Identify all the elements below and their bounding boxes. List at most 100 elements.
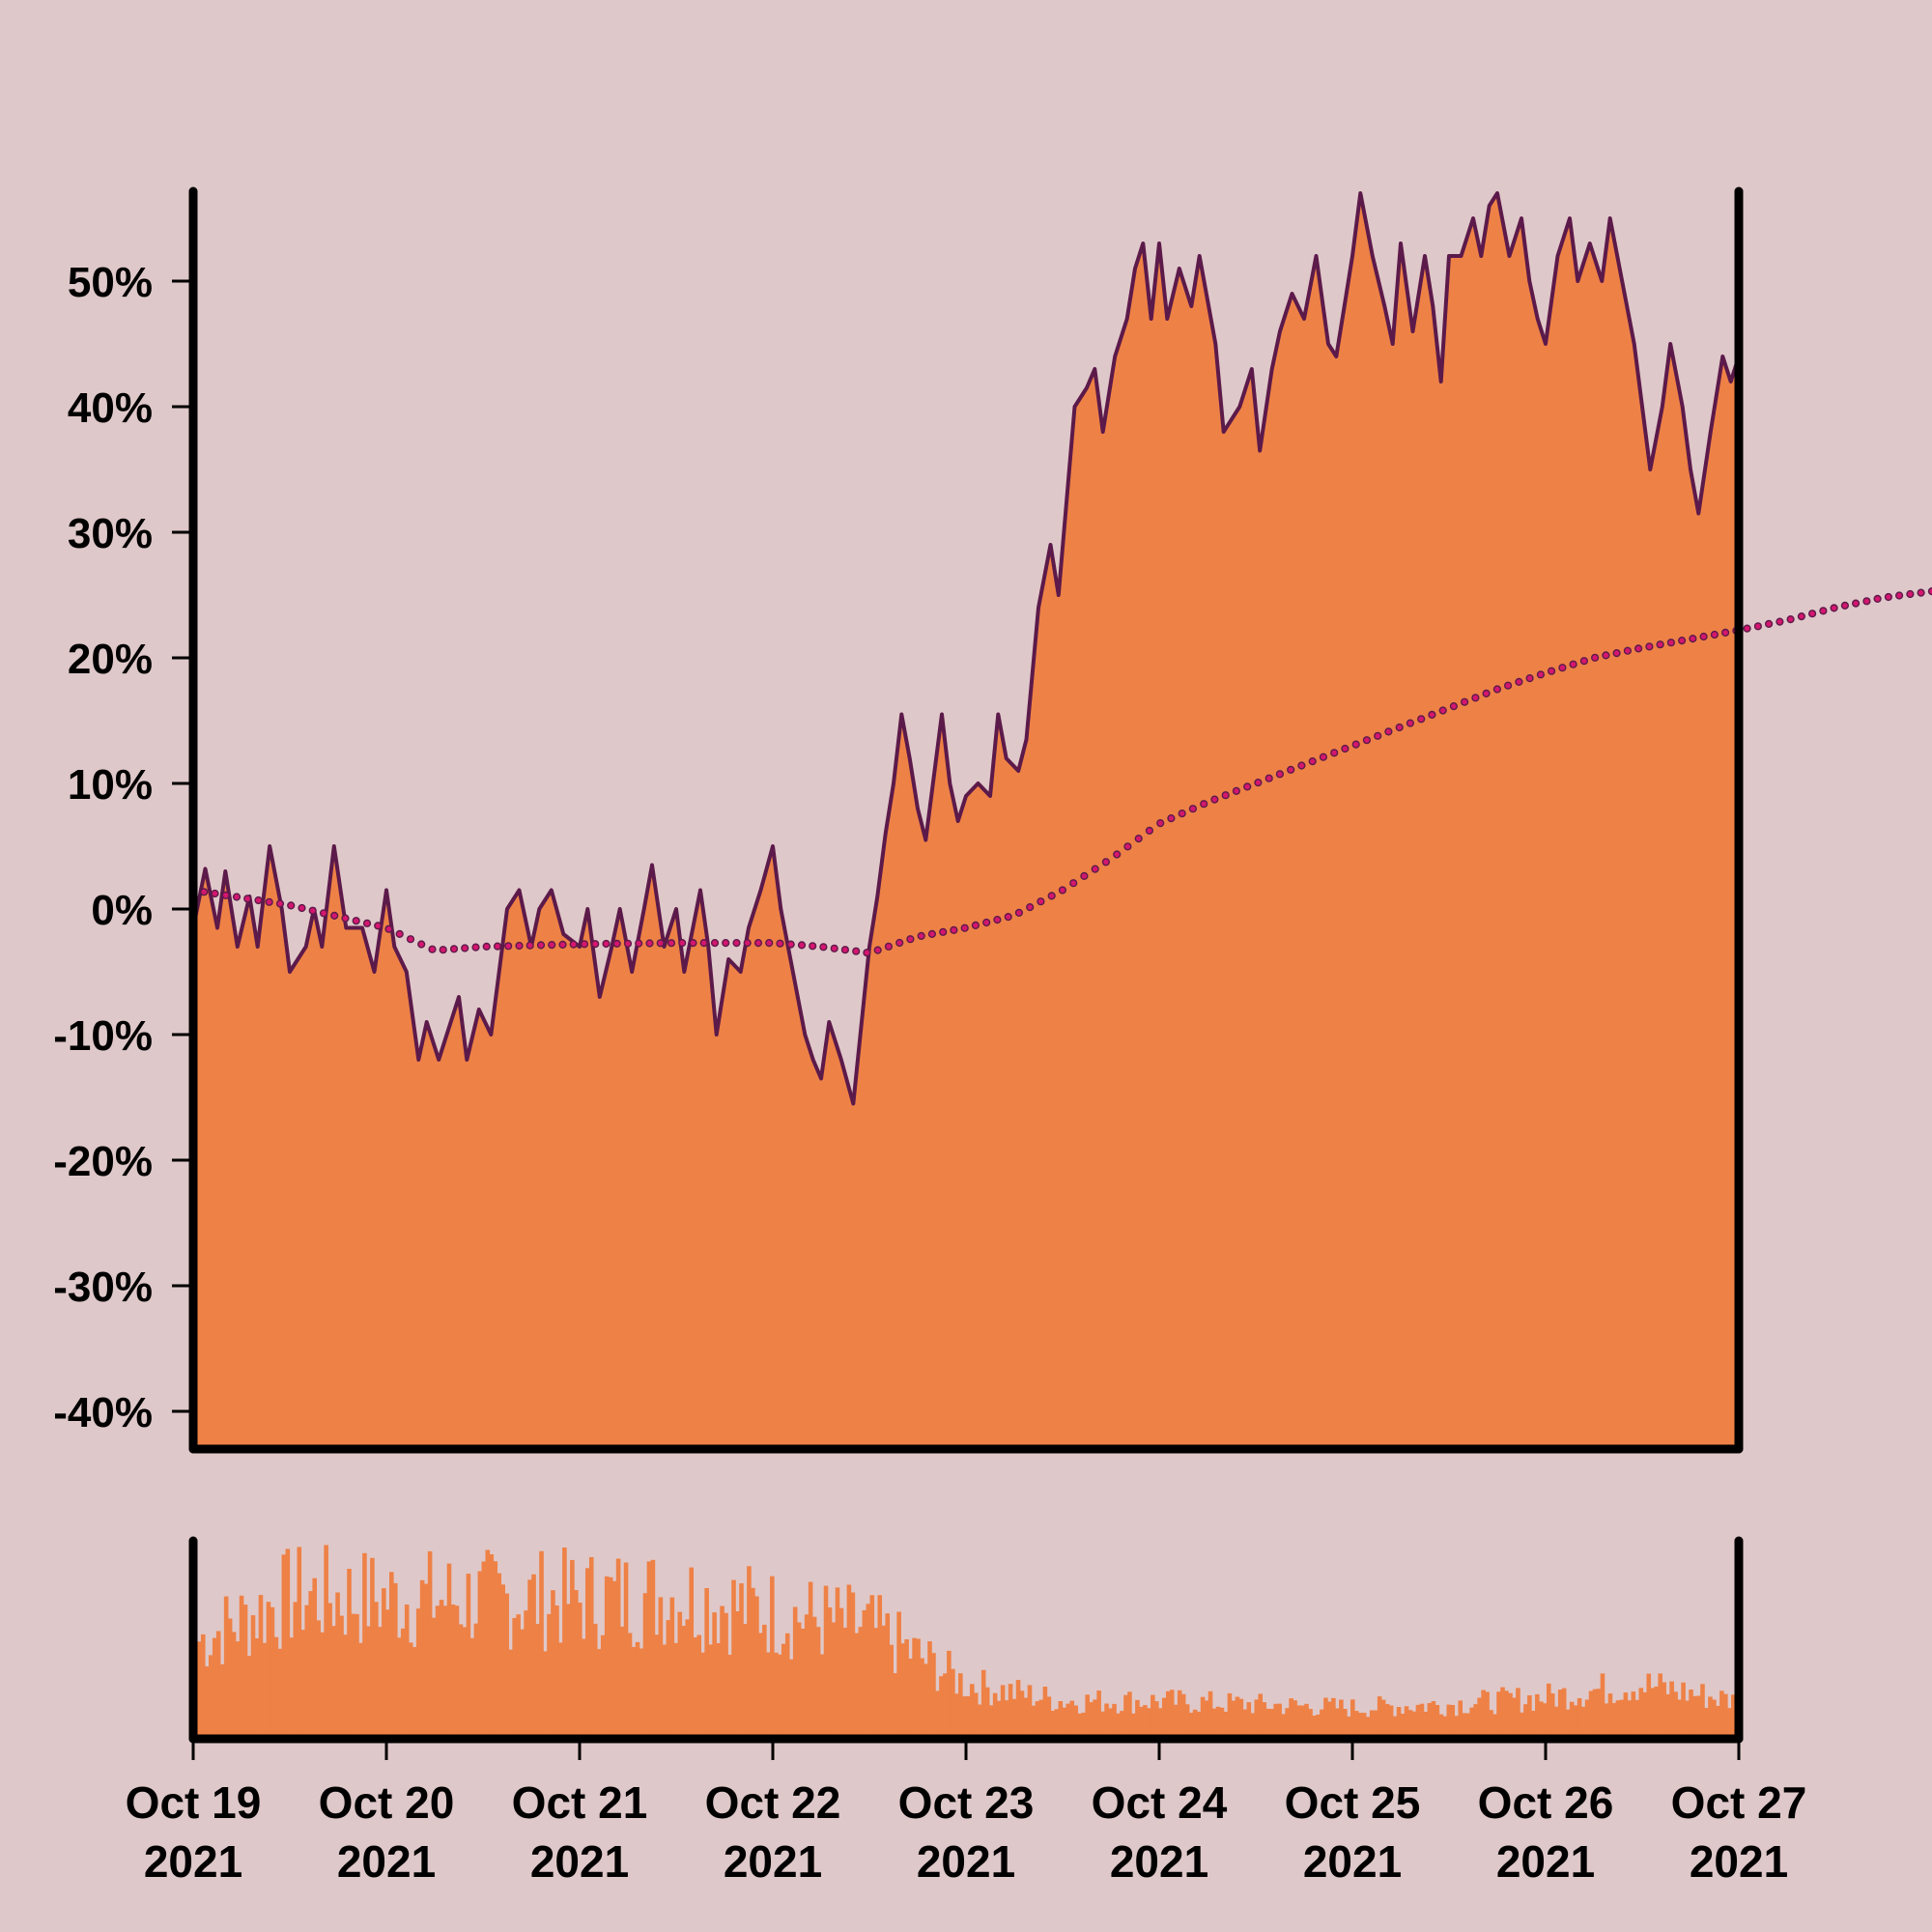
volume-bar: [1339, 1699, 1344, 1735]
volume-bar: [1254, 1699, 1260, 1735]
ma-marker: [1101, 858, 1111, 867]
volume-bar: [366, 1626, 371, 1735]
volume-bar: [693, 1637, 697, 1735]
volume-bar: [524, 1610, 528, 1735]
ma-marker: [1558, 664, 1567, 672]
volume-bar: [543, 1651, 548, 1735]
volume-bar: [1577, 1698, 1582, 1735]
volume-bar: [335, 1592, 340, 1735]
ma-marker: [1917, 588, 1925, 597]
x-tick-label-year: 2021: [530, 1836, 629, 1887]
volume-bar: [239, 1595, 244, 1735]
ma-marker: [939, 927, 948, 936]
volume-bar: [1011, 1698, 1017, 1735]
volume-bar: [1492, 1714, 1497, 1735]
volume-bar: [689, 1567, 695, 1735]
volume-bar: [419, 1579, 425, 1735]
ma-marker: [830, 944, 838, 952]
volume-bar: [935, 1690, 940, 1735]
volume-bar: [1719, 1690, 1724, 1735]
ma-marker: [1590, 653, 1600, 662]
volume-bar: [627, 1633, 633, 1735]
ma-marker: [482, 942, 491, 952]
ma-marker: [667, 939, 676, 948]
ma-marker: [1417, 715, 1426, 724]
ma-marker: [1014, 908, 1024, 918]
ma-marker: [1645, 642, 1654, 651]
volume-bar: [1285, 1708, 1290, 1735]
ma-marker: [1341, 744, 1350, 753]
volume-bar: [1027, 1685, 1033, 1735]
volume-bar: [923, 1663, 928, 1735]
ma-marker: [1210, 795, 1219, 804]
ma-marker: [1275, 770, 1285, 779]
volume-bar: [562, 1548, 567, 1735]
volume-bar: [1623, 1692, 1629, 1735]
ma-marker: [1515, 677, 1523, 687]
y-tick-label: -20%: [53, 1138, 153, 1185]
volume-bar: [1062, 1707, 1067, 1735]
volume-bar: [1731, 1694, 1736, 1735]
volume-bar: [300, 1630, 306, 1735]
volume-bar: [1646, 1673, 1652, 1735]
volume-bar: [770, 1576, 775, 1735]
volume-bar: [1161, 1697, 1167, 1735]
volume-bar: [374, 1602, 379, 1735]
volume-bar: [889, 1644, 894, 1735]
volume-bar: [343, 1634, 348, 1735]
volume-bar: [850, 1592, 856, 1735]
volume-bar: [527, 1579, 532, 1735]
volume-bar: [927, 1641, 932, 1735]
ma-marker: [1764, 619, 1774, 629]
y-tick-label: 50%: [68, 259, 153, 306]
ma-marker: [722, 938, 730, 948]
volume-bar: [1143, 1705, 1148, 1735]
volume-bar: [1423, 1712, 1429, 1735]
volume-bar: [1500, 1687, 1505, 1735]
ma-marker: [1080, 871, 1089, 881]
ma-marker: [1134, 834, 1143, 843]
volume-bar: [1665, 1693, 1670, 1735]
volume-bar: [1607, 1693, 1613, 1735]
volume-bar: [823, 1585, 829, 1735]
volume-bar: [1604, 1703, 1609, 1735]
ma-marker: [1004, 912, 1012, 922]
ma-marker: [254, 895, 263, 905]
volume-bar: [724, 1612, 728, 1735]
volume-bar: [1169, 1690, 1175, 1735]
volume-bar: [1388, 1705, 1394, 1735]
ma-marker: [1221, 791, 1230, 800]
volume-bar: [497, 1573, 502, 1735]
ma-marker: [526, 941, 534, 950]
volume-bar: [466, 1574, 471, 1735]
ma-marker: [1851, 599, 1861, 608]
volume-bar: [735, 1611, 740, 1735]
ma-marker: [417, 940, 426, 949]
volume-bar: [673, 1642, 679, 1735]
volume-bar: [639, 1648, 644, 1735]
ma-marker: [1569, 660, 1577, 668]
volume-bar: [584, 1568, 590, 1735]
volume-bar: [423, 1583, 429, 1735]
volume-bar: [900, 1643, 905, 1735]
ma-marker: [1776, 617, 1784, 626]
volume-bar: [1365, 1717, 1371, 1735]
y-tick-label: 20%: [68, 636, 153, 683]
y-tick-label: 30%: [68, 510, 153, 557]
ma-marker: [384, 924, 393, 933]
volume-bar: [270, 1606, 275, 1735]
volume-bar: [1238, 1698, 1244, 1735]
volume-bar: [650, 1559, 656, 1735]
volume-bar: [1539, 1701, 1544, 1735]
volume-bar: [708, 1644, 713, 1735]
volume-bar: [877, 1595, 883, 1735]
volume-bar: [858, 1627, 864, 1735]
volume-bar: [1100, 1711, 1105, 1735]
ma-marker: [1438, 706, 1447, 715]
volume-bar: [969, 1684, 975, 1735]
volume-bar: [862, 1609, 867, 1735]
volume-bar: [1634, 1699, 1640, 1735]
volume-bar: [1462, 1713, 1466, 1735]
volume-bar: [1450, 1705, 1456, 1735]
volume-bar: [1681, 1682, 1686, 1735]
